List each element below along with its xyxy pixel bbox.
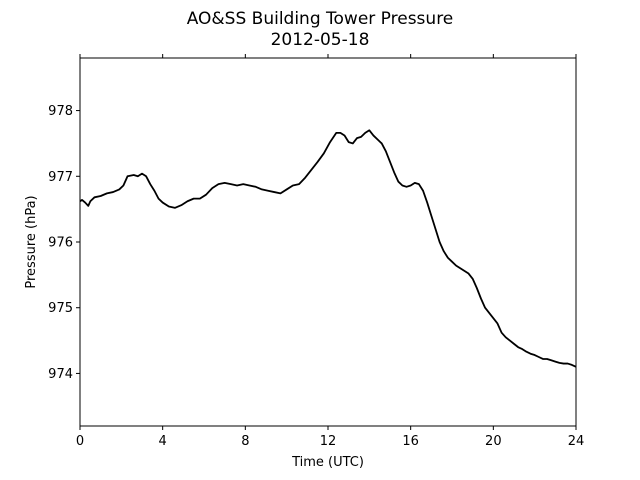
- x-tick-label: 8: [241, 434, 249, 449]
- y-tick-label: 975: [48, 301, 73, 316]
- pressure-line: [79, 129, 577, 368]
- x-tick-label: 24: [568, 434, 585, 449]
- chart-subtitle: 2012-05-18: [271, 30, 370, 50]
- x-axis: 0 4 8 12 16 20 24: [76, 54, 584, 449]
- y-tick-label: 974: [48, 367, 73, 382]
- y-axis-label: Pressure (hPa): [24, 195, 39, 288]
- plot-area-frame: [79, 57, 577, 427]
- y-tick-label: 976: [48, 236, 73, 251]
- chart-title: AO&SS Building Tower Pressure: [187, 9, 454, 29]
- y-tick-label: 977: [48, 170, 73, 185]
- y-tick-label: 978: [48, 104, 73, 119]
- y-axis: 974 975 976 977 978: [48, 104, 80, 382]
- x-axis-label: Time (UTC): [291, 455, 364, 470]
- x-tick-label: 0: [76, 434, 84, 449]
- x-tick-label: 16: [402, 434, 419, 449]
- x-tick-label: 4: [159, 434, 167, 449]
- x-tick-label: 20: [485, 434, 502, 449]
- x-tick-label: 12: [320, 434, 337, 449]
